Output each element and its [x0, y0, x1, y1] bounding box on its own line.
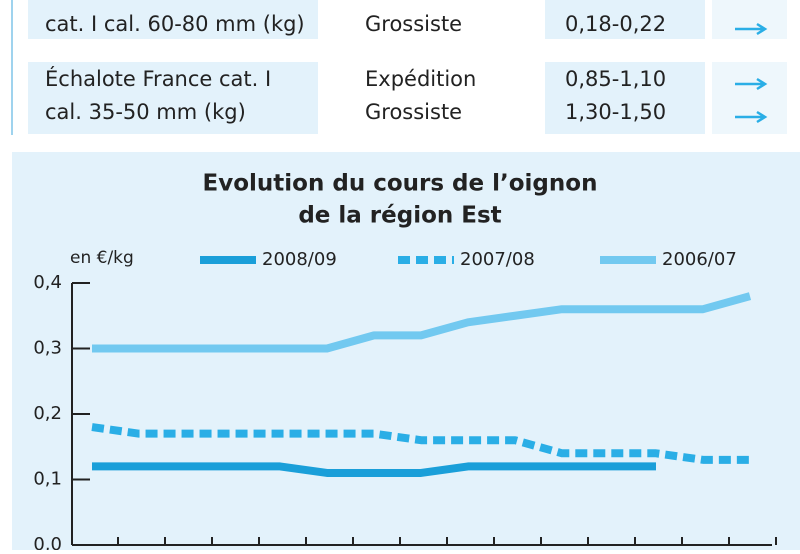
series-line [91, 423, 750, 464]
price-cell [545, 0, 705, 39]
product-name: Échalote France cat. I [45, 66, 271, 91]
trend-arrow [735, 22, 768, 36]
legend-label: 2008/09 [262, 249, 337, 270]
legend-label: 2006/07 [662, 249, 737, 270]
y-tick-label: 0,2 [33, 403, 62, 424]
y-axis-label: en €/kg [70, 248, 134, 268]
arrow-cell [712, 62, 787, 134]
chart-title: de la région Est [298, 203, 501, 229]
price: 0,85-1,10 [565, 67, 666, 91]
trend-arrow [735, 110, 768, 124]
price: 0,18-0,22 [565, 12, 666, 36]
market: Grossiste [365, 12, 462, 36]
y-tick-label: 0,0 [33, 534, 62, 550]
arrow-cell [712, 0, 787, 39]
market: Grossiste [365, 100, 462, 124]
legend-label: 2007/08 [460, 249, 535, 270]
price-cell [545, 62, 705, 134]
product-name: cat. I cal. 60-80 mm (kg) [45, 12, 305, 36]
product-cell [28, 62, 318, 134]
market: Expédition [365, 67, 476, 91]
series-line [92, 462, 656, 477]
price: 1,30-1,50 [565, 100, 666, 124]
product-name: cal. 35-50 mm (kg) [45, 100, 246, 124]
trend-arrow [735, 77, 768, 91]
chart-title: Evolution du cours de l’oignon [203, 171, 598, 197]
y-tick-label: 0,1 [33, 469, 62, 490]
y-tick-label: 0,3 [33, 338, 62, 359]
product-cell [28, 0, 318, 39]
y-tick-label: 0,4 [33, 272, 62, 293]
series-line [92, 292, 752, 353]
